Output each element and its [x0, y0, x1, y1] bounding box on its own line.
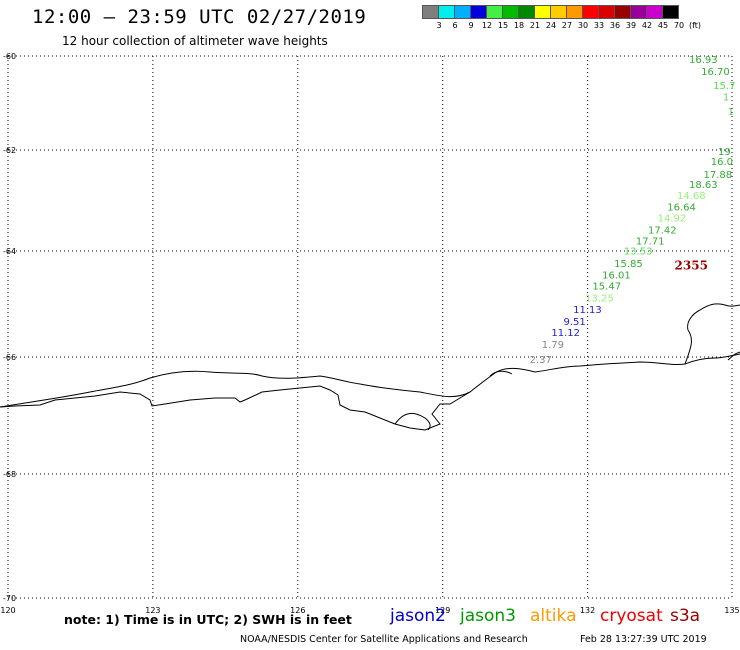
- colorbar-label: 39: [625, 21, 637, 30]
- latitude-tick-label: -62: [3, 146, 16, 155]
- colorbar-swatch: [662, 5, 679, 19]
- longitude-tick-label: 126: [290, 606, 305, 615]
- generated-timestamp: Feb 28 13:27:39 UTC 2019: [580, 634, 707, 645]
- longitude-tick-label: 135: [724, 606, 739, 615]
- wave-height-label: 16.70: [701, 67, 730, 78]
- colorbar-label: 27: [561, 21, 573, 30]
- wave-height-label: 16.93: [689, 55, 718, 66]
- satellite-legend-cryosat: cryosat: [600, 606, 663, 626]
- wave-height-label: 15.7: [713, 81, 735, 92]
- wave-height-label: 16.64: [667, 203, 696, 214]
- coastline-main: [0, 353, 740, 408]
- wave-height-readings: 16.9316.7015.7111916.017.8818.6314.6816.…: [530, 55, 736, 366]
- longitude-tick-label: 120: [0, 606, 15, 615]
- latitude-tick-label: -70: [3, 594, 16, 603]
- wave-height-label: 13.25: [585, 293, 614, 304]
- wave-height-label: 13.53: [624, 247, 653, 258]
- satellite-legend-altika: altika: [530, 606, 577, 626]
- wave-height-label: 1: [723, 93, 729, 104]
- colorbar-labels: 3 6 9 12 15 18 21 24 27 30 33 36 39 42 45 70 (ft): [422, 21, 740, 33]
- wave-height-label: 1: [728, 107, 734, 118]
- colorbar-label: 33: [593, 21, 605, 30]
- wave-height-label: 16.0: [711, 157, 733, 168]
- coastline-island: [727, 351, 740, 361]
- coastline-east: [684, 303, 740, 365]
- colorbar-label: 3: [436, 21, 442, 30]
- wave-height-label: 18.63: [689, 180, 718, 191]
- colorbar-label: 9: [468, 21, 474, 30]
- longitude-tick-label: 123: [145, 606, 160, 615]
- colorbar-label: 42: [641, 21, 653, 30]
- colorbar-label: 21: [529, 21, 541, 30]
- graticule: [7, 55, 733, 599]
- colorbar-label: 45: [657, 21, 669, 30]
- axis-tick-labels: -60 -62 -64 -66 -68 -70 120 123 126 129 132 135: [0, 52, 739, 615]
- satellite-legend-jason3: jason3: [460, 606, 516, 626]
- longitude-tick-label: 132: [580, 606, 595, 615]
- credit-text: NOAA/NESDIS Center for Satellite Applica…: [240, 634, 528, 645]
- wave-height-label: 14.92: [658, 214, 687, 225]
- wave-height-label: 9.51: [563, 317, 585, 328]
- satellite-legend-jason2: jason2: [390, 606, 446, 626]
- colorbar-label: (ft): [688, 21, 702, 30]
- pass-time-label: 2355: [675, 259, 708, 273]
- wave-height-label: 17.42: [648, 225, 677, 236]
- wave-height-label: 11.13: [573, 305, 602, 316]
- latitude-tick-label: -66: [3, 353, 16, 362]
- colorbar-legend: [422, 5, 679, 19]
- colorbar-label: 6: [452, 21, 458, 30]
- colorbar-label: 24: [545, 21, 557, 30]
- latitude-tick-label: -68: [3, 470, 16, 479]
- wave-height-label: 14.68: [677, 191, 706, 202]
- footer-note: note: 1) Time is in UTC; 2) SWH is in fe…: [64, 612, 352, 627]
- colorbar-label: 36: [609, 21, 621, 30]
- map-subtitle: 12 hour collection of altimeter wave hei…: [62, 34, 328, 48]
- coastline-inlet: [489, 370, 513, 377]
- latitude-tick-label: -64: [3, 247, 16, 256]
- colorbar-label: 15: [497, 21, 509, 30]
- colorbar-label: 18: [513, 21, 525, 30]
- wave-height-label: 16.01: [602, 271, 631, 282]
- wave-height-label: 17.88: [704, 170, 733, 181]
- wave-height-label: 1.79: [542, 340, 564, 351]
- latitude-tick-label: -60: [3, 52, 16, 61]
- longitude-tick-label: 129: [435, 606, 450, 615]
- wave-height-label: 19: [718, 147, 731, 158]
- coastline-ice-shelf: [0, 385, 471, 431]
- map-title: 12:00 – 23:59 UTC 02/27/2019: [32, 6, 367, 28]
- coastline-bay: [394, 413, 431, 431]
- wave-height-label: 17.71: [636, 236, 665, 247]
- wave-height-label: 2.37: [530, 355, 552, 366]
- colorbar-label: 70: [673, 21, 685, 30]
- wave-height-label: 15.85: [614, 259, 643, 270]
- colorbar-label: 30: [577, 21, 589, 30]
- coastline: [0, 303, 740, 431]
- colorbar-label: 12: [481, 21, 493, 30]
- wave-height-label: 11.12: [551, 328, 580, 339]
- satellite-legend-s3a: s3a: [670, 606, 701, 626]
- wave-height-label: 15.47: [592, 282, 621, 293]
